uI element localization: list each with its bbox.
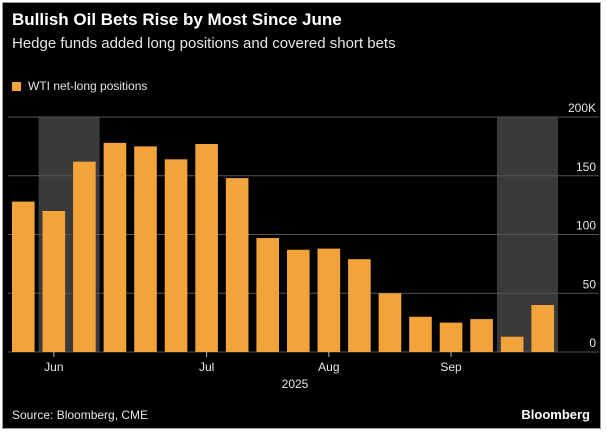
chart-subtitle: Hedge funds added long positions and cov… <box>12 35 396 52</box>
bar-8 <box>256 238 280 352</box>
y-tick-label-200: 200K <box>568 101 596 115</box>
x-tick-label-jun: Jun <box>44 360 63 374</box>
bar-chart: 0 50 100 150 200K Jun Jul Aug Sep 2025 <box>8 101 599 391</box>
y-tick-label-0: 0 <box>589 336 596 350</box>
bloomberg-logo: Bloomberg <box>521 407 590 422</box>
bar-14 <box>439 322 463 352</box>
y-tick-label-100: 100 <box>576 219 596 233</box>
x-tick-label-aug: Aug <box>318 360 339 374</box>
bar-16 <box>500 336 524 352</box>
bar-10 <box>317 248 341 352</box>
legend-label: WTI net-long positions <box>28 79 148 93</box>
bar-17 <box>531 305 555 352</box>
bar-2 <box>73 161 96 352</box>
source-note: Source: Bloomberg, CME <box>12 408 149 422</box>
x-tick-label-sep: Sep <box>440 360 462 374</box>
bar-5 <box>164 159 188 352</box>
x-tick-label-jul: Jul <box>199 360 214 374</box>
y-tick-label-50: 50 <box>583 277 597 291</box>
chart-title: Bullish Oil Bets Rise by Most Since June <box>12 10 342 29</box>
bar-13 <box>409 316 432 352</box>
bar-3 <box>103 142 127 352</box>
bar-11 <box>348 259 371 352</box>
bar-6 <box>195 144 218 352</box>
bar-1 <box>42 211 66 352</box>
x-year-label: 2025 <box>282 377 309 391</box>
bar-12 <box>378 293 402 352</box>
chart-frame: Bullish Oil Bets Rise by Most Since June… <box>2 2 601 429</box>
legend-swatch <box>12 81 21 91</box>
bar-9 <box>286 249 310 352</box>
y-tick-label-150: 150 <box>576 160 596 174</box>
bar-7 <box>225 178 249 352</box>
legend: WTI net-long positions <box>12 79 147 93</box>
bar-15 <box>470 319 493 352</box>
bar-0 <box>11 201 35 352</box>
bar-4 <box>134 146 157 352</box>
